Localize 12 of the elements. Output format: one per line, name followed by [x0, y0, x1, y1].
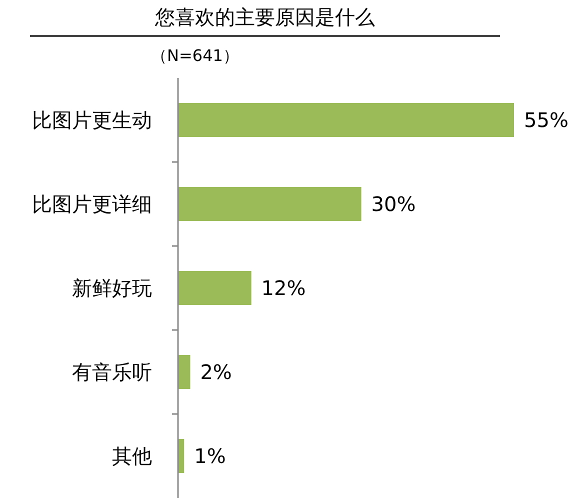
data-label: 12% — [261, 276, 306, 300]
category-label: 比图片更生动 — [32, 108, 152, 132]
data-label: 1% — [194, 444, 226, 468]
data-label: 30% — [371, 192, 416, 216]
data-label: 55% — [524, 108, 568, 132]
subtitle: （N=641） — [151, 46, 239, 65]
data-label: 2% — [200, 360, 232, 384]
category-label: 比图片更详细 — [32, 192, 152, 216]
category-label: 新鲜好玩 — [72, 276, 152, 300]
category-label: 其他 — [112, 444, 152, 468]
category-label: 有音乐听 — [72, 360, 152, 384]
title: 您喜欢的主要原因是什么 — [155, 5, 375, 29]
